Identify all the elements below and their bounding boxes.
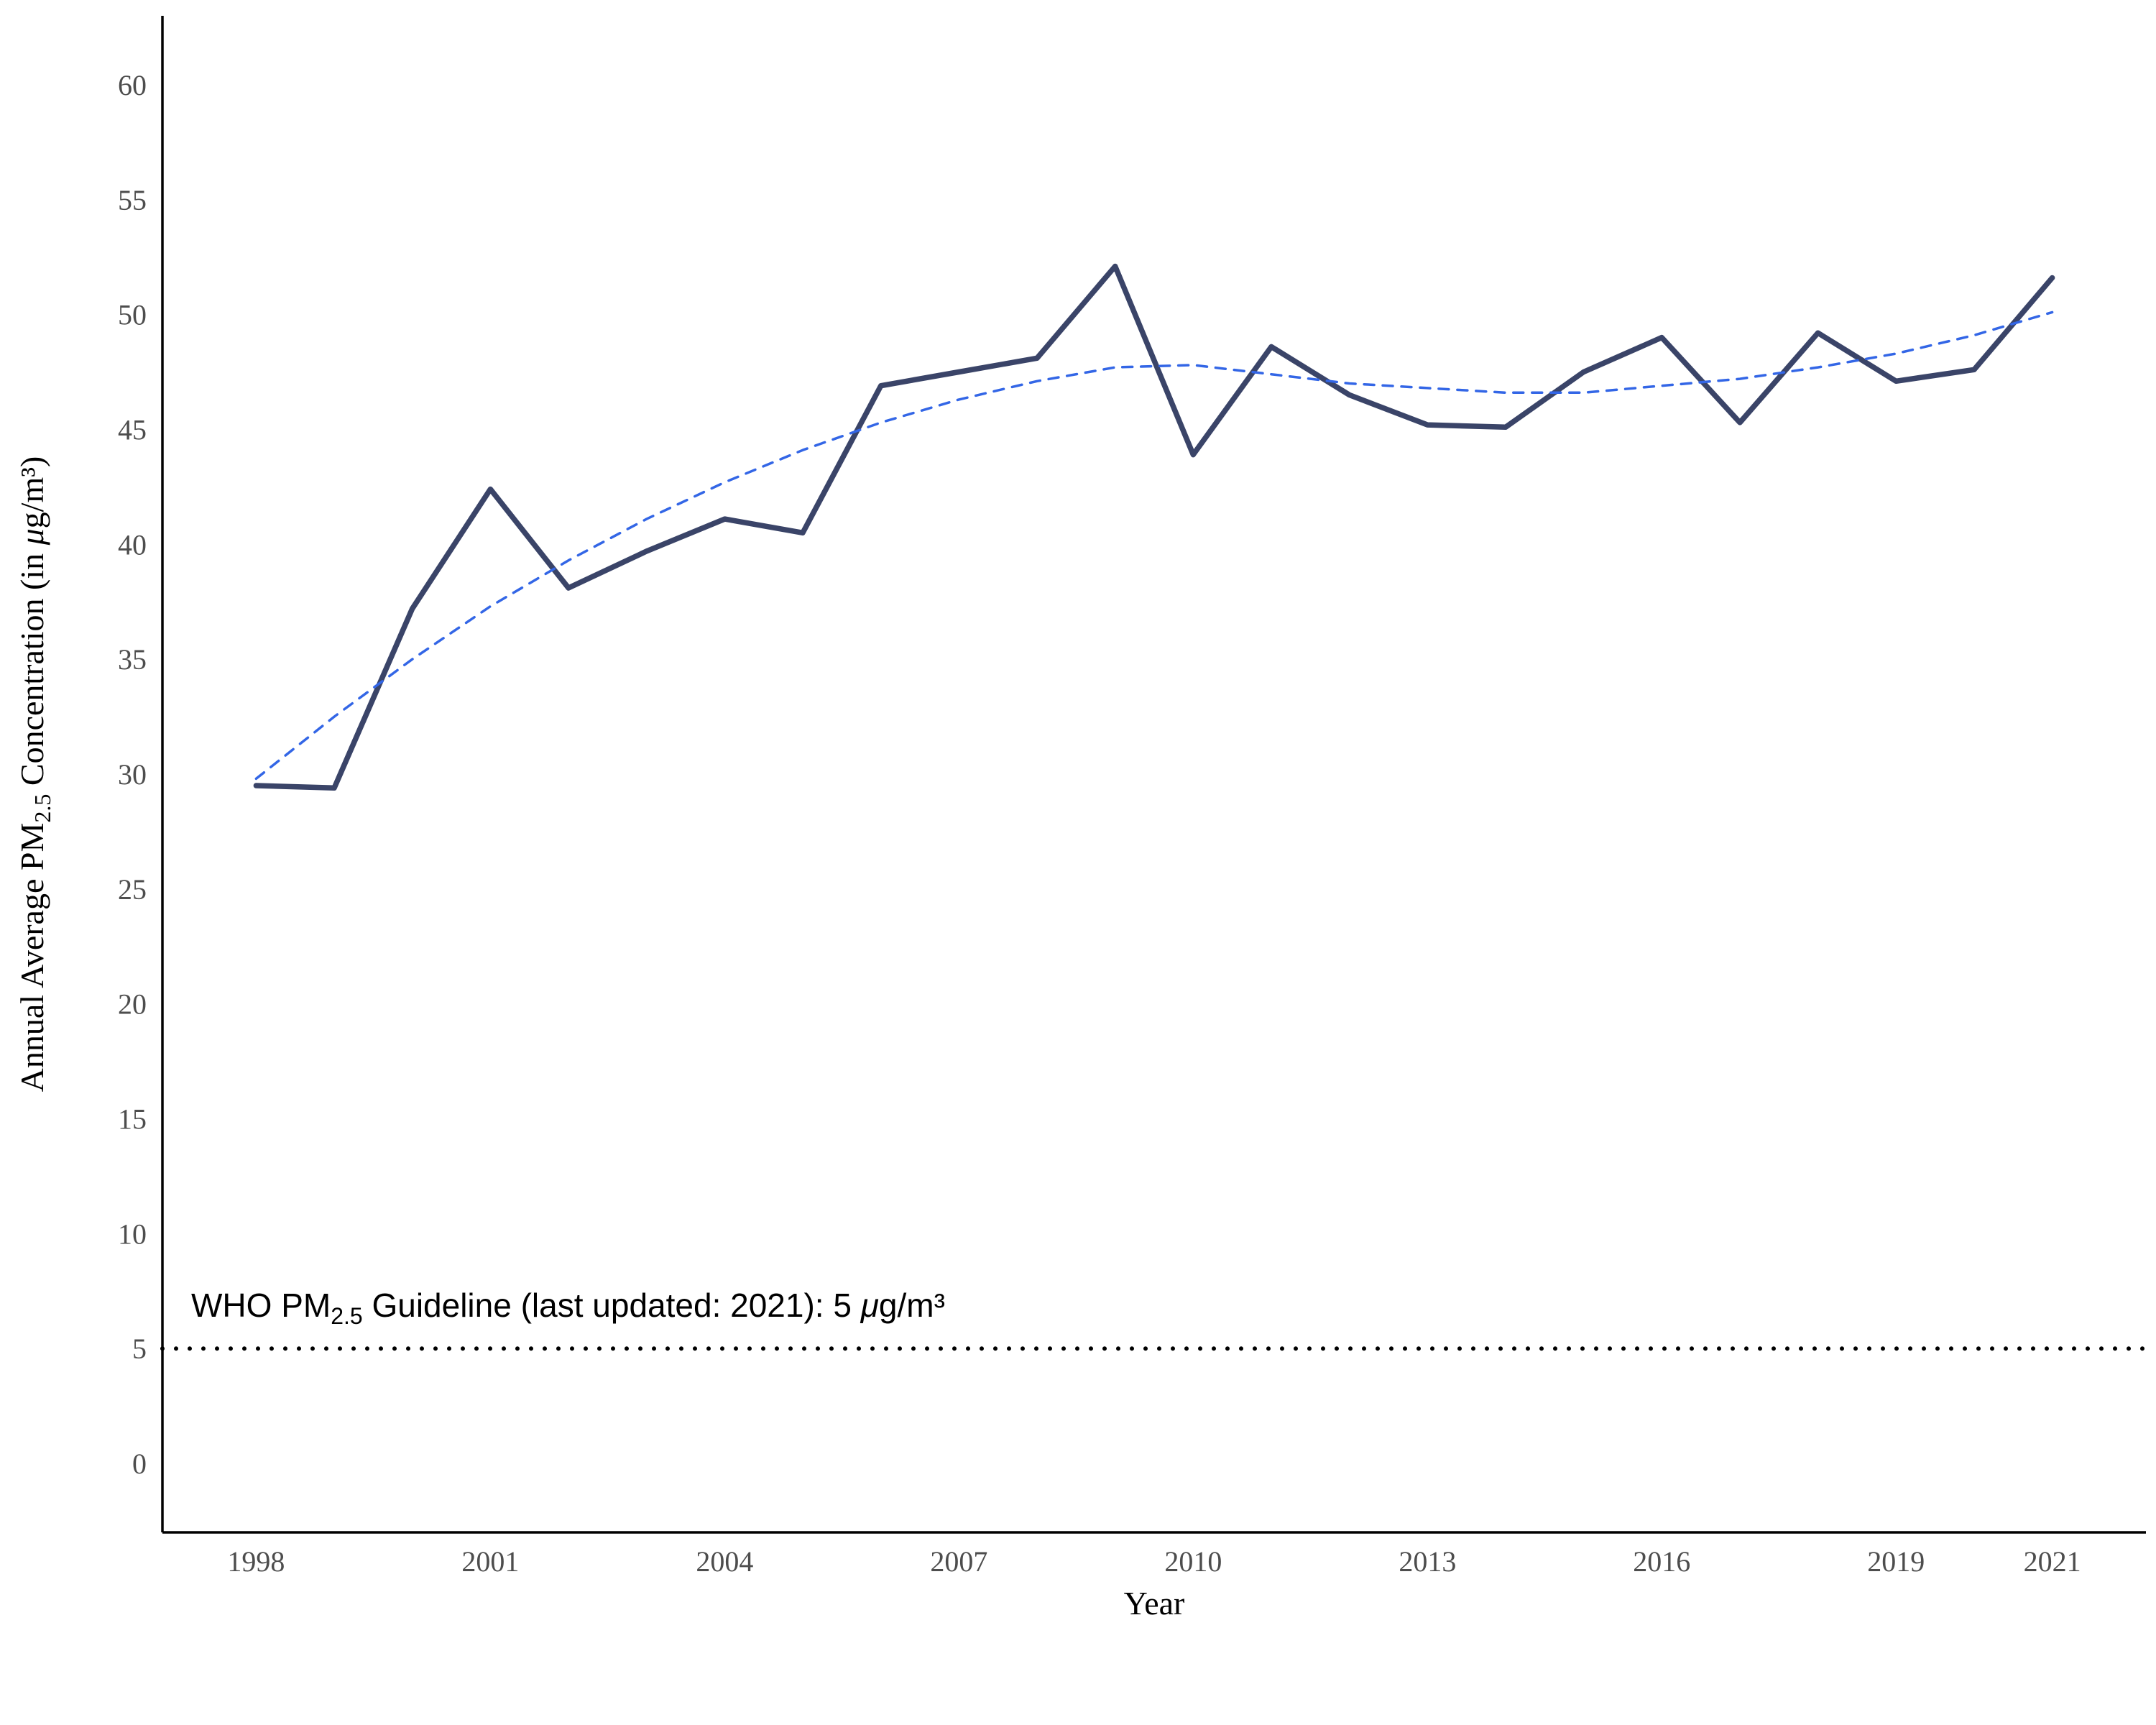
x-tick-label: 2021 bbox=[2024, 1545, 2081, 1578]
y-tick-label: 25 bbox=[118, 873, 147, 906]
trend-line bbox=[254, 310, 2054, 781]
x-tick-label: 2007 bbox=[930, 1545, 987, 1578]
y-tick-label: 5 bbox=[132, 1333, 147, 1365]
x-tick-label: 2013 bbox=[1399, 1545, 1456, 1578]
axes bbox=[161, 16, 2146, 1534]
y-tick-labels: 0 5 10 15 20 25 30 35 40 45 50 55 60 bbox=[118, 69, 147, 1480]
y-tick-label: 30 bbox=[118, 758, 147, 791]
y-tick-label: 55 bbox=[118, 184, 147, 216]
x-tick-labels: 1998 2001 2004 2007 2010 2013 2016 2019 2021 bbox=[227, 1545, 2081, 1578]
reference-line-label: WHO PM2.5 Guideline (last updated: 2021)… bbox=[191, 1287, 945, 1329]
ref-label-subscript: 2.5 bbox=[331, 1303, 362, 1329]
x-tick-label: 1998 bbox=[227, 1545, 285, 1578]
x-tick-label: 2016 bbox=[1633, 1545, 1690, 1578]
x-axis-title: Year bbox=[1124, 1585, 1185, 1622]
y-tick-label: 20 bbox=[118, 988, 147, 1021]
y-tick-label: 10 bbox=[118, 1218, 147, 1250]
ref-label-mu: μ bbox=[860, 1287, 879, 1324]
ylabel-middle: Concentration (in bbox=[14, 545, 50, 794]
x-tick-label: 2010 bbox=[1164, 1545, 1222, 1578]
ref-label-suffix: g/m³ bbox=[879, 1287, 945, 1324]
series-layer bbox=[253, 263, 2055, 791]
ylabel-suffix: g/m³) bbox=[14, 456, 50, 529]
ref-label-prefix: WHO PM bbox=[191, 1287, 331, 1324]
y-axis-title: Annual Average PM2.5 Concentration (in μ… bbox=[14, 456, 55, 1092]
x-tick-label: 2019 bbox=[1867, 1545, 1925, 1578]
y-tick-label: 0 bbox=[132, 1448, 147, 1480]
y-tick-label: 60 bbox=[118, 69, 147, 101]
pm25-series-line bbox=[253, 263, 2055, 791]
x-tick-label: 2004 bbox=[696, 1545, 753, 1578]
y-tick-label: 15 bbox=[118, 1103, 147, 1136]
x-tick-label: 2001 bbox=[461, 1545, 519, 1578]
y-tick-label: 40 bbox=[118, 528, 147, 561]
y-tick-label: 35 bbox=[118, 643, 147, 676]
ylabel-subscript: 2.5 bbox=[29, 794, 55, 823]
y-tick-label: 45 bbox=[118, 413, 147, 446]
ylabel-mu: μ bbox=[14, 528, 50, 546]
ref-label-middle: Guideline (last updated: 2021): 5 bbox=[363, 1287, 861, 1324]
y-tick-label: 50 bbox=[118, 299, 147, 331]
ylabel-prefix: Annual Average PM bbox=[14, 823, 50, 1092]
